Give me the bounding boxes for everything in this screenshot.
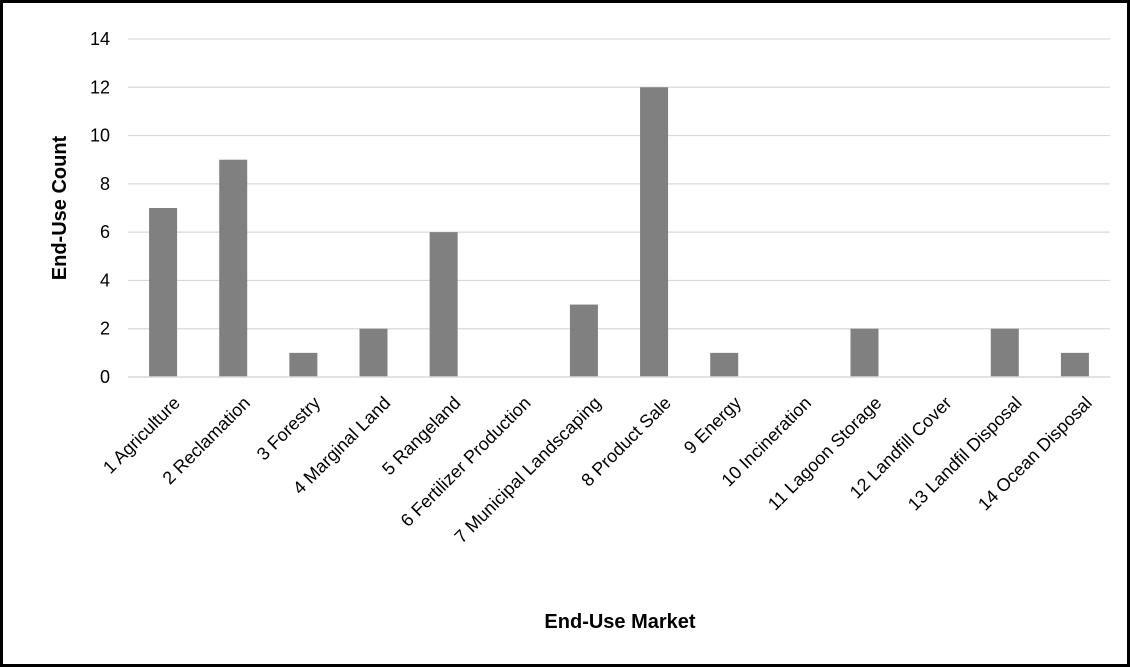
x-category-label: 3 Forestry: [253, 393, 324, 464]
bar: [149, 208, 178, 377]
y-tick-label: 14: [90, 29, 110, 49]
y-tick-label: 4: [100, 270, 110, 290]
gridlines: [128, 38, 1110, 330]
bar: [640, 87, 669, 378]
bar: [429, 232, 458, 377]
x-category-label: 6 Fertilizer Production: [397, 393, 535, 531]
bar: [289, 352, 318, 377]
y-axis-title: End-Use Count: [49, 135, 71, 280]
y-tick-label: 10: [90, 126, 110, 146]
bar: [850, 328, 879, 377]
bar: [359, 328, 388, 377]
y-axis-ticks: 0 2 4 6 8 10 12 14: [90, 29, 110, 387]
bars: [149, 87, 1089, 378]
bar: [710, 352, 739, 377]
y-tick-label: 2: [100, 319, 110, 339]
bar: [990, 328, 1019, 377]
y-tick-label: 0: [100, 367, 110, 387]
bar: [219, 159, 248, 377]
y-tick-label: 8: [100, 174, 110, 194]
bar: [1060, 352, 1089, 377]
bar: [569, 304, 598, 377]
x-category-label: 9 Energy: [680, 393, 745, 458]
x-axis-title: End-Use Market: [544, 611, 695, 633]
x-category-label: 7 Municipal Landscaping: [451, 393, 605, 547]
y-tick-label: 12: [90, 77, 110, 97]
y-tick-label: 6: [100, 222, 110, 242]
